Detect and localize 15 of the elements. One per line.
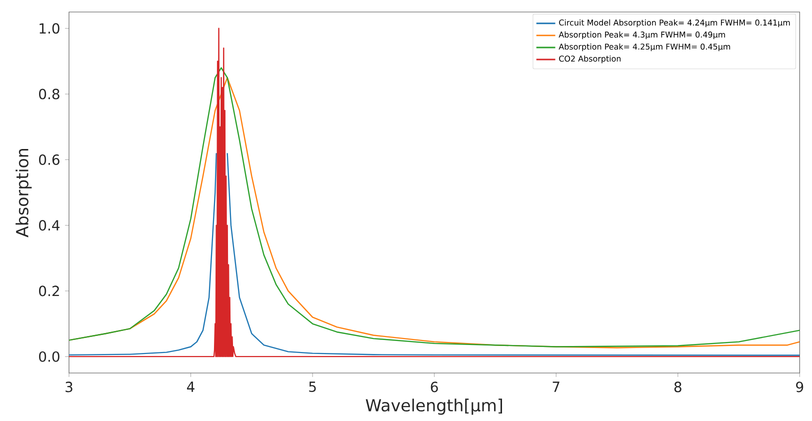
y-tick-label: 1.0 bbox=[40, 23, 60, 34]
x-tick-label: 7 bbox=[552, 382, 560, 392]
x-axis-title: Wavelength[µm] bbox=[366, 398, 502, 415]
x-tick-label: 8 bbox=[674, 382, 682, 392]
y-tick-label: 0.2 bbox=[39, 286, 59, 296]
x-tick-label: 6 bbox=[430, 382, 438, 392]
x-tick-label: 5 bbox=[309, 382, 316, 392]
y-axis-title: Absorption bbox=[16, 148, 32, 238]
y-tick-label: 0.8 bbox=[39, 88, 60, 100]
x-tick-label: 3 bbox=[66, 382, 72, 392]
x-tick-label: 9 bbox=[796, 382, 804, 392]
y-tick-label: 0.4 bbox=[39, 220, 60, 231]
x-tick-label: 4 bbox=[187, 382, 194, 392]
y-tick-label: 0.0 bbox=[39, 351, 60, 362]
y-tick-label: 0.6 bbox=[39, 154, 60, 165]
